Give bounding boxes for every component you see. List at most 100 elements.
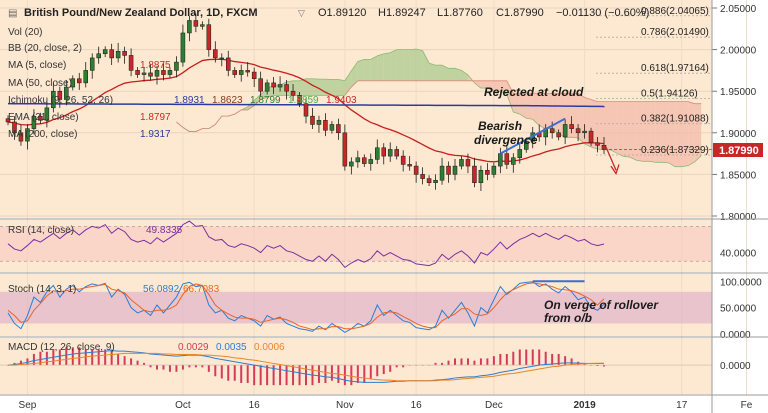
time-tick-label: 16 <box>411 400 423 411</box>
fib-label: 0.786(2.01490) <box>641 27 709 38</box>
fib-label: 0.618(1.97164) <box>641 63 709 74</box>
macd-histogram-bar <box>13 362 16 366</box>
cloud-segment <box>636 101 643 162</box>
cloud-segment <box>403 49 410 81</box>
cloud-segment <box>429 63 436 81</box>
candle-body <box>588 130 594 144</box>
candle-body <box>575 128 581 134</box>
candle-body <box>562 124 568 138</box>
candle-body <box>115 51 121 59</box>
cloud-segment <box>331 79 339 96</box>
candle-body <box>31 115 37 129</box>
candle-body <box>601 145 607 150</box>
stoch-tick-label: 0.0000 <box>720 330 751 341</box>
macd-histogram-bar <box>518 349 521 366</box>
candle-body <box>400 155 406 165</box>
time-tick-label: Dec <box>485 400 503 411</box>
legend-rsi[interactable]: RSI (14, close) <box>8 225 74 236</box>
ohlc-high: H1.89247 <box>378 7 426 19</box>
macd-histogram-bar <box>454 358 456 366</box>
macd-histogram-bar <box>259 365 262 386</box>
menu-icon[interactable]: ▤ <box>8 8 17 19</box>
legend-ma200-value: 1.9317 <box>140 129 171 140</box>
chart-title: British Pound/New Zealand Dollar, 1D, FX… <box>24 7 257 19</box>
cloud-segment <box>299 78 306 96</box>
candle-body <box>323 120 328 131</box>
ohlc-close: C1.87990 <box>496 7 544 19</box>
legend-ma5[interactable]: MA (5, close) <box>8 60 66 71</box>
ohlc-change: −0.01130 (−0.60%) <box>556 7 649 19</box>
candle-body <box>336 124 341 134</box>
candle-body <box>316 120 322 125</box>
macd-histogram-bar <box>117 353 120 366</box>
rsi-tick-label: 40.0000 <box>720 249 757 260</box>
legend-ema21[interactable]: EMA (21, close) <box>8 112 79 123</box>
legend-ma5-value: 1.8875 <box>140 60 171 71</box>
candle-body <box>135 70 140 75</box>
candle-body <box>251 71 257 79</box>
candle-body <box>193 20 199 27</box>
macd-histogram-bar <box>279 365 282 386</box>
candle-body <box>368 159 374 164</box>
cloud-span-b <box>176 80 702 132</box>
macd-histogram-bar <box>194 365 197 368</box>
candle-body <box>595 142 600 146</box>
macd-histogram-bar <box>402 365 405 368</box>
candle-body <box>258 78 263 92</box>
candle-body <box>264 82 270 92</box>
macd-histogram-bar <box>479 358 482 366</box>
candle-body <box>504 153 510 165</box>
price-tick-label: 1.85000 <box>720 170 757 181</box>
candle-body <box>219 57 225 60</box>
legend-stoch[interactable]: Stoch (14, 3, 1) <box>8 284 76 295</box>
macd-histogram-bar <box>104 349 107 366</box>
macd-histogram-bar <box>220 365 223 379</box>
cloud-segment <box>480 80 488 89</box>
cloud-segment <box>260 89 268 100</box>
legend-macd[interactable]: MACD (12, 26, close, 9) <box>8 342 115 353</box>
candle-body <box>310 115 315 125</box>
candle-body <box>342 132 348 167</box>
macd-histogram-bar <box>389 365 392 372</box>
legend-bb[interactable]: BB (20, close, 2) <box>8 43 82 54</box>
macd-histogram-bar <box>71 347 74 366</box>
macd-histogram-bar <box>32 353 35 366</box>
candle-body <box>556 132 561 138</box>
macd-histogram-bar <box>492 356 495 366</box>
macd-histogram-bar <box>39 351 42 366</box>
candle-body <box>5 118 11 123</box>
macd-histogram-bar <box>26 358 29 366</box>
fib-levels: 0.886(2.04065) 0.786(2.01490) 0.618(1.9716… <box>596 6 712 156</box>
candle-body <box>109 49 114 59</box>
candle-body <box>18 132 24 142</box>
macd-histogram-bar <box>505 353 508 366</box>
macd-histogram-bar <box>214 365 217 377</box>
candle-body <box>297 95 302 104</box>
candle-body <box>57 90 63 100</box>
legend-ma50[interactable]: MA (50, close) <box>8 78 72 89</box>
candle-body <box>407 164 412 167</box>
legend-ma200[interactable]: MA (200, close) <box>8 129 77 140</box>
cloud-segment <box>344 70 352 96</box>
stoch-d-line <box>7 282 605 331</box>
candle-body <box>303 103 309 117</box>
cloud-segment <box>610 101 617 154</box>
macd-histogram-bar <box>486 358 489 366</box>
legend-ichimoku-v2: 1.8623 <box>212 95 243 106</box>
legend-vol[interactable]: Vol (20) <box>8 27 42 38</box>
macd-histogram-bar <box>97 349 100 366</box>
legend-ichimoku[interactable]: Ichimoku (9, 26, 52, 26) <box>8 95 113 106</box>
rsi-pane <box>0 220 712 269</box>
axes: 1.80000 1.85000 1.90000 1.95000 2.00000 2.050… <box>19 4 763 411</box>
legend-ichimoku-v4: 1.8859 <box>288 95 319 106</box>
candle-body <box>472 165 477 183</box>
candle-body <box>413 165 419 175</box>
cloud-segment <box>694 103 702 162</box>
collapse-icon[interactable]: ▽ <box>298 8 305 18</box>
macd-histogram-bar <box>253 365 256 386</box>
candle-body <box>51 90 56 109</box>
macd-histogram-bar <box>298 365 301 386</box>
legend-ichimoku-v5: 1.9403 <box>326 95 357 106</box>
candle-body <box>187 20 192 34</box>
candle-body <box>180 32 186 63</box>
